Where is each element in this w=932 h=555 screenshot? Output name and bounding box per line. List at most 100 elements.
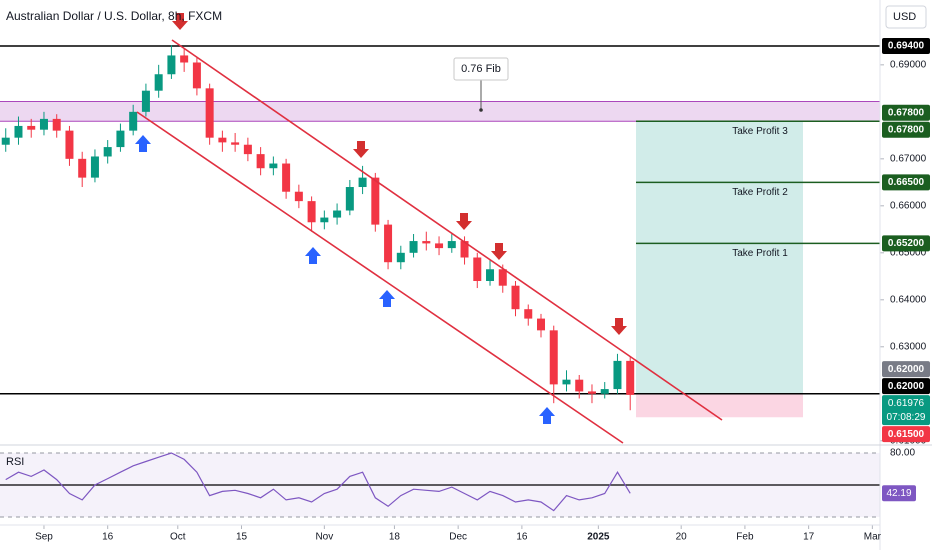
chart-title: Australian Dollar / U.S. Dollar, 8h, FXC… [6, 9, 222, 23]
price-tag [882, 361, 930, 378]
candle-body [511, 285, 520, 310]
candle-body [486, 269, 495, 282]
price-tag [882, 174, 930, 191]
rsi-tag-label: 42.19 [886, 488, 911, 499]
rsi-tick-label: 80.00 [890, 448, 915, 459]
price-tag [882, 38, 930, 55]
candle-body [575, 379, 584, 392]
candle-body [384, 224, 393, 263]
price-tag-label: 0.62000 [888, 364, 925, 375]
x-tick-label: 16 [102, 532, 114, 543]
candle-body [116, 130, 125, 148]
sell-arrow [172, 13, 188, 30]
candle-body [358, 177, 367, 188]
price-tag-label: 0.67800 [888, 107, 925, 118]
x-tick-label: 17 [803, 532, 815, 543]
y-tick-label: 0.64000 [890, 294, 927, 305]
currency[interactable]: USD [893, 11, 916, 23]
rsi-title: RSI [6, 456, 24, 468]
x-tick-label: 16 [516, 532, 528, 543]
countdown: 07:08:29 [887, 412, 926, 423]
buy-arrow [305, 247, 321, 264]
candle-body [141, 90, 150, 112]
candle-body [282, 163, 291, 192]
candle-body [103, 147, 112, 157]
candle-body [562, 379, 571, 385]
candle-body [90, 156, 99, 178]
x-tick-label: 2025 [587, 532, 610, 543]
candle-body [447, 241, 456, 249]
channel-upper [171, 39, 723, 421]
sell-arrow [353, 141, 369, 158]
candle-body [167, 55, 176, 75]
y-tick-label: 0.65000 [890, 247, 927, 258]
candle-body [396, 252, 405, 263]
price-tag-label: 0.61976 [888, 398, 925, 409]
take-profit-label: Take Profit 3 [732, 126, 788, 137]
candle-body [460, 241, 469, 258]
x-tick-label: Dec [449, 532, 467, 543]
x-tick-label: 18 [389, 532, 401, 543]
candle-body [549, 330, 558, 385]
candle-body [587, 391, 596, 394]
channel-lower [136, 111, 624, 444]
take-profit-label: Take Profit 1 [732, 248, 788, 259]
loss-box [636, 393, 803, 418]
sell-arrow [491, 243, 507, 260]
candle-body [409, 241, 418, 253]
candle-body [39, 118, 48, 130]
buy-arrow [379, 290, 395, 307]
price-tag [882, 235, 930, 252]
price-tag [882, 426, 930, 443]
profit-box [636, 121, 803, 394]
y-tick-label: 0.67000 [890, 153, 927, 164]
y-tick-label: 0.66000 [890, 200, 927, 211]
x-tick-label: Nov [315, 532, 333, 543]
price-tag [882, 378, 930, 395]
price-tag [882, 104, 930, 121]
candle-body [473, 257, 482, 282]
candle-body [435, 243, 444, 249]
price-tag-label: 0.61500 [888, 429, 925, 440]
candle-body [320, 217, 329, 223]
price-tag [882, 395, 930, 426]
candle-body [14, 125, 23, 138]
candle-body [78, 158, 87, 178]
candle-body [371, 177, 380, 225]
candle-body [256, 154, 265, 169]
buy-arrow [539, 407, 555, 424]
candle-body [243, 144, 252, 155]
x-tick-label: Sep [35, 532, 53, 543]
price-tag [882, 121, 930, 138]
candle-body [205, 88, 214, 138]
candle-body [524, 309, 533, 319]
x-tick-label: 20 [676, 532, 688, 543]
candle-body [333, 210, 342, 218]
x-tick-label: 15 [236, 532, 248, 543]
price-tag-label: 0.65200 [888, 238, 925, 249]
candle-body [498, 269, 507, 286]
candle-body [269, 163, 278, 169]
x-tick-label: Mar [864, 532, 882, 543]
take-profit-label: Take Profit 2 [732, 187, 788, 198]
candle-body [1, 137, 10, 145]
candle-body [536, 318, 545, 331]
candle-body [626, 360, 635, 395]
candle-body [307, 201, 316, 223]
currency-box[interactable] [885, 5, 927, 29]
zone [0, 101, 880, 122]
x-tick-label: Feb [736, 532, 754, 543]
y-tick-label: 0.69000 [890, 59, 927, 70]
drawings: 0.76 Fib [136, 39, 723, 444]
candle-body [180, 55, 189, 63]
candle-body [600, 389, 609, 394]
fib-box [453, 57, 509, 81]
candle-body [52, 118, 61, 131]
buy-arrow [135, 135, 151, 152]
candle-body [422, 241, 431, 244]
candle-body [154, 74, 163, 91]
candle-body [231, 142, 240, 145]
candle-body [218, 137, 227, 143]
candle-body [345, 187, 354, 211]
